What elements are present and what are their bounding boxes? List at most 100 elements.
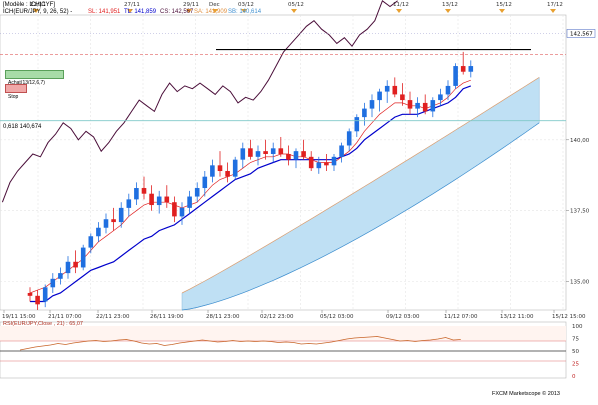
kijun-line (30, 85, 472, 303)
candle-body (126, 199, 132, 208)
candle-body (384, 85, 390, 92)
rsi-scale-label: 50 (572, 349, 579, 355)
date-flag-label: Dec (209, 2, 220, 8)
candle-body (96, 227, 101, 237)
sl-value: SL: 141,951 (88, 9, 121, 15)
candle-body (164, 196, 170, 203)
achat-marker[interactable]: Achat(13/12,6,7) (5, 70, 64, 86)
candle-body (27, 292, 33, 296)
price-tick-label: 140,00 (570, 138, 590, 144)
candle-body (141, 188, 147, 194)
fib-level-label: 0,618 140,674 (3, 124, 42, 130)
time-tick-label: 22/11 23:00 (96, 314, 130, 320)
price-panel-frame (0, 14, 567, 311)
candle-body (194, 188, 200, 197)
candle-body (210, 165, 215, 177)
sb-value: SB: 140,614 (228, 9, 262, 15)
candle-body (369, 100, 375, 109)
candle-body (156, 196, 162, 206)
candle-body (58, 273, 63, 279)
sa-value: SA: 141,909 (194, 9, 228, 15)
candle-body (187, 196, 192, 208)
candle-body (445, 85, 451, 95)
candle-body (35, 295, 40, 305)
date-flag-label: 11/12 (393, 2, 409, 8)
candle-body (346, 131, 352, 146)
senkou-a-line (181, 77, 540, 294)
model-label: [Modèle : ICH|CYF] (3, 2, 55, 8)
rsi-label: RSI(EUR/JPY,Close , 21) : 65,07 (3, 321, 83, 327)
date-flag-marker (127, 9, 133, 13)
candle-body (42, 287, 48, 302)
copyright-label: FXCM Marketscope © 2013 (492, 391, 560, 397)
current-price-label: 142,567 (570, 31, 593, 37)
candle-body (202, 176, 208, 189)
candle-body (217, 165, 223, 172)
candle-body (354, 117, 360, 132)
candle-body (407, 100, 413, 109)
date-flag-label: 27/11 (124, 2, 140, 8)
candle-body (301, 151, 306, 157)
time-tick-label: 19/11 15:00 (2, 314, 36, 320)
rsi-scale-label: 0 (572, 374, 576, 380)
candle-body (65, 261, 71, 274)
date-flag-marker (445, 9, 451, 13)
current-price-box (566, 29, 596, 38)
time-tick-label: 05/12 03:00 (320, 314, 354, 320)
candle-body (225, 171, 230, 177)
candle-body (118, 207, 124, 223)
time-tick-label: 09/12 03:00 (386, 314, 420, 320)
candle-body (149, 193, 154, 206)
candle-body (240, 148, 246, 160)
date-flag-marker (550, 9, 556, 13)
date-flag-label: 29/11 (183, 2, 199, 8)
date-flag-marker (499, 9, 505, 13)
rsi-overbought-zone (0, 326, 566, 341)
candle-body (324, 162, 329, 166)
chikou-line (1, 0, 398, 203)
candle-body (232, 159, 238, 177)
candle-body (88, 236, 94, 248)
time-tick-label: 26/11 19:00 (150, 314, 184, 320)
candle-body (316, 162, 322, 169)
candle-body (172, 202, 177, 217)
cs-value: CS: 142,567 (160, 9, 194, 15)
candle-body (248, 148, 253, 157)
stop-label: Stop (8, 94, 19, 100)
time-tick-label: 11/12 07:00 (444, 314, 478, 320)
time-tick-label: 21/11 07:00 (48, 314, 82, 320)
price-tick-label: 137,50 (570, 209, 590, 215)
date-flag-marker (291, 9, 297, 13)
date-flag-label: 05/12 (288, 2, 304, 8)
date-flag-label: 13/12 (442, 2, 458, 8)
candle-body (308, 156, 314, 169)
tenkan-line (29, 79, 471, 294)
rsi-panel-frame (0, 321, 567, 379)
candle-body (460, 66, 466, 72)
date-flag-marker (396, 9, 402, 13)
candle-body (278, 148, 284, 154)
candle-body (270, 148, 276, 154)
candle-body (134, 188, 139, 200)
candle-body (453, 66, 458, 86)
candle-body (339, 145, 344, 157)
senkou-b-line (181, 122, 540, 311)
rsi-scale-label: 25 (572, 362, 579, 368)
candle-body (377, 91, 382, 101)
candle-body (179, 207, 185, 217)
date-flag-marker (186, 9, 192, 13)
stop-marker[interactable]: Stop (5, 84, 27, 100)
candle-body (286, 153, 291, 160)
date-flag-label: 17/12 (547, 2, 563, 8)
candle-body (263, 151, 268, 154)
candle-body (430, 100, 436, 112)
candle-body (80, 247, 86, 268)
time-tick-label: 28/11 23:00 (206, 314, 240, 320)
candle-body (415, 102, 420, 109)
candle-body (255, 151, 261, 157)
rsi-line (19, 336, 461, 351)
candle-body (468, 66, 474, 72)
date-flag-label: 15/12 (496, 2, 512, 8)
